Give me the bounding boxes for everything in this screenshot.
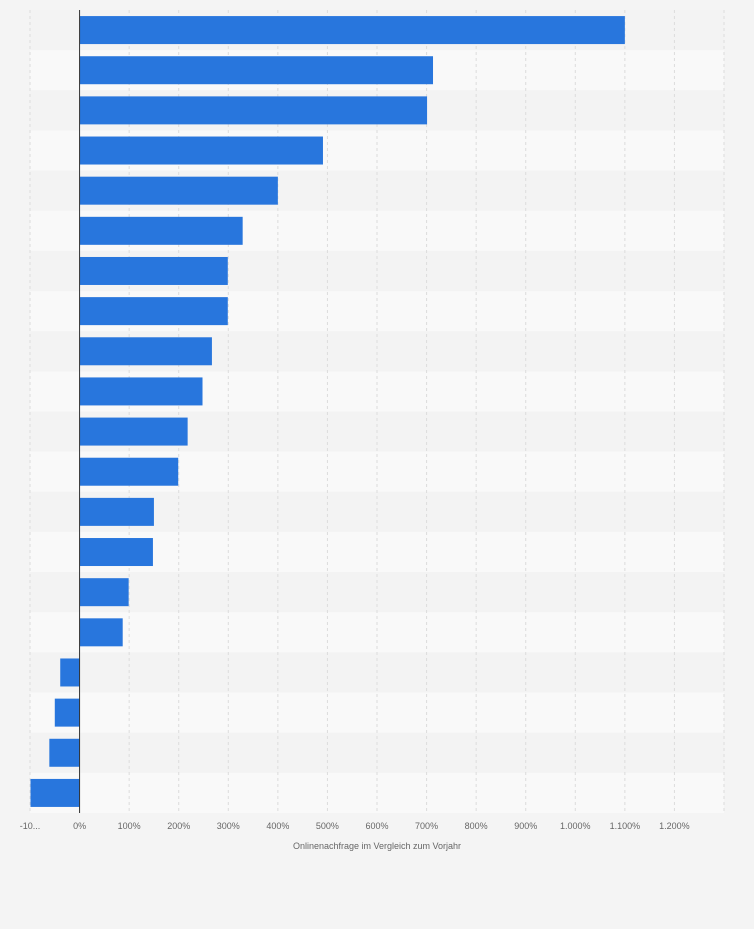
- bar[interactable]: [79, 497, 154, 526]
- bar[interactable]: [79, 216, 243, 245]
- bar[interactable]: [49, 738, 80, 767]
- x-tick-label: 800%: [465, 821, 488, 831]
- bar[interactable]: [79, 256, 228, 285]
- bar[interactable]: [79, 417, 188, 446]
- bar[interactable]: [79, 176, 278, 205]
- x-tick-label: 400%: [266, 821, 289, 831]
- bar[interactable]: [79, 618, 123, 647]
- bar[interactable]: [60, 658, 80, 687]
- bar[interactable]: [30, 778, 80, 807]
- bar[interactable]: [79, 337, 212, 366]
- bar[interactable]: [79, 377, 203, 406]
- x-tick-label: -10...: [20, 821, 41, 831]
- x-tick-label: 700%: [415, 821, 438, 831]
- x-tick-label: 600%: [365, 821, 388, 831]
- bars: [30, 16, 625, 807]
- bar[interactable]: [79, 297, 228, 326]
- bar[interactable]: [79, 578, 129, 607]
- bar[interactable]: [79, 16, 625, 45]
- bar[interactable]: [79, 56, 434, 85]
- x-tick-label: 300%: [217, 821, 240, 831]
- x-tick-label: 900%: [514, 821, 537, 831]
- x-tick-label: 500%: [316, 821, 339, 831]
- x-tick-label: 100%: [118, 821, 141, 831]
- x-tick-label: 1.000%: [560, 821, 591, 831]
- x-tick-labels: -10... 0% 100% 200% 300% 400% 500% 600% 700% 800%…: [20, 821, 690, 831]
- x-axis-title: Onlinenachfrage im Vergleich zum Vorjahr: [293, 841, 461, 851]
- x-tick-label: 0%: [73, 821, 86, 831]
- bar[interactable]: [79, 136, 323, 165]
- x-tick-label: 200%: [167, 821, 190, 831]
- bar[interactable]: [79, 457, 179, 486]
- bar[interactable]: [54, 698, 80, 727]
- x-tick-label: 1.200%: [659, 821, 690, 831]
- bar[interactable]: [79, 96, 428, 125]
- bar[interactable]: [79, 538, 153, 567]
- x-tick-label: 1.100%: [610, 821, 641, 831]
